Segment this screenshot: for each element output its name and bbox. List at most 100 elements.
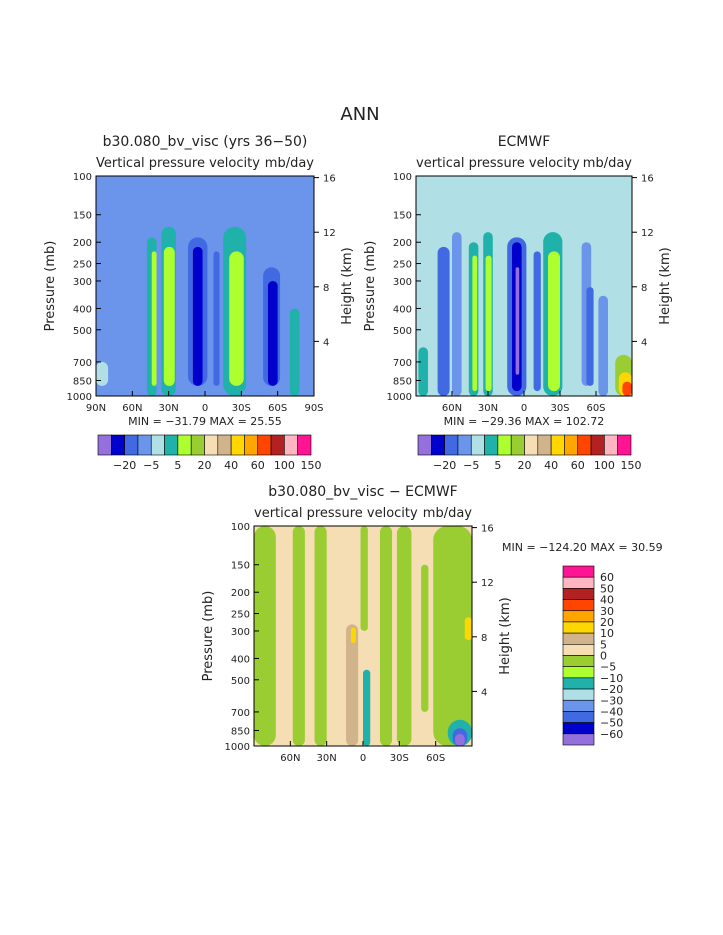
x-tick-label: 30S [232, 403, 251, 414]
colorbar-box [217, 434, 232, 456]
colorbar-box [562, 666, 595, 679]
colorbar-label: −50 [600, 717, 623, 730]
colorbar-box [484, 434, 499, 456]
right-tick-label: 8 [641, 283, 647, 294]
colorbar-box [97, 434, 112, 456]
y-tick-label: 1000 [67, 392, 92, 403]
colorbar-box [457, 434, 472, 456]
colorbar-box [470, 434, 485, 456]
colorbar-box [137, 434, 152, 456]
plot-area [96, 176, 314, 396]
colorbar-box [297, 434, 312, 456]
right-tick-label: 4 [481, 687, 487, 698]
colorbar-box [562, 733, 595, 746]
y-tick-label: 300 [393, 277, 412, 288]
colorbar-box [562, 655, 595, 667]
colorbar-box [562, 621, 595, 634]
x-tick-label: 0 [521, 403, 527, 414]
colorbar-box [244, 434, 259, 456]
contour-band [455, 733, 465, 746]
contour-band [363, 669, 371, 746]
contour-band [622, 381, 632, 396]
y-tick-label: 400 [73, 304, 92, 315]
colorbar-box [537, 434, 552, 456]
contour-band [485, 255, 492, 392]
colorbar-box [417, 434, 432, 456]
colorbar-box [550, 434, 565, 456]
y-tick-label: 500 [73, 326, 92, 337]
colorbar-label: 0 [600, 650, 607, 663]
contour-band [421, 564, 429, 712]
colorbar-box [284, 434, 298, 456]
y-tick-label: 1000 [225, 742, 250, 753]
colorbar-label: 150 [621, 459, 642, 472]
y-tick-label: 700 [393, 358, 412, 369]
min-max-stats: MIN = −31.79 MAX = 25.55 [128, 415, 282, 428]
right-tick-label: 8 [323, 283, 329, 294]
colorbar-label: −20 [433, 459, 456, 472]
panel-subtitle-left: Vertical pressure velocity [96, 156, 260, 171]
right-axis-label: Height (km) [340, 247, 355, 324]
right-tick-label: 8 [481, 633, 487, 644]
contour-band [452, 232, 462, 396]
y-axis-label: Pressure (mb) [363, 241, 378, 332]
y-tick-label: 100 [73, 172, 92, 183]
y-tick-label: 500 [231, 676, 250, 687]
colorbar-label: 100 [274, 459, 295, 472]
y-tick-label: 700 [73, 358, 92, 369]
colorbar: −20 −5 5 20 40 60 100 150 [417, 434, 642, 472]
colorbar-label: 50 [600, 582, 614, 595]
y-tick-label: 150 [393, 211, 412, 222]
x-tick-label: 30S [390, 753, 409, 764]
y-tick-label: 250 [231, 610, 250, 621]
colorbar-box [562, 565, 595, 578]
y-tick-label: 850 [231, 726, 250, 737]
contour-band [96, 361, 109, 386]
contour-band [396, 526, 412, 746]
y-tick-label: 150 [73, 211, 92, 222]
x-tick-label: 60N [442, 403, 462, 414]
contour-band [289, 308, 300, 396]
colorbar-label: 30 [600, 605, 614, 618]
x-tick-label: 0 [360, 753, 366, 764]
colorbar-label: −40 [600, 705, 623, 718]
colorbar-box [562, 722, 595, 735]
colorbar-label: −20 [600, 683, 623, 696]
contour-band [254, 526, 276, 746]
colorbar-box [230, 434, 245, 456]
plot-area [416, 176, 632, 396]
colorbar-box [111, 434, 125, 456]
y-tick-label: 1000 [387, 392, 412, 403]
colorbar-box [562, 677, 595, 690]
colorbar-box [590, 434, 605, 456]
colorbar-box [150, 434, 165, 456]
colorbar: −20 −5 5 20 40 60 100 150 [97, 434, 322, 472]
colorbar-label: 60 [600, 571, 614, 584]
contour-band [229, 251, 244, 386]
colorbar-label: −60 [600, 728, 623, 741]
colorbar-label: 40 [600, 594, 614, 607]
y-axis-label: Pressure (mb) [201, 591, 216, 682]
colorbar-label: 60 [571, 459, 585, 472]
x-tick-label: 90S [304, 403, 323, 414]
colorbar-box [270, 434, 285, 456]
colorbar-box [431, 434, 445, 456]
colorbar-box [604, 434, 618, 456]
y-tick-label: 500 [393, 326, 412, 337]
colorbar-label: 60 [251, 459, 265, 472]
y-tick-label: 200 [73, 238, 92, 249]
contour-band [314, 526, 327, 746]
colorbar-box [562, 688, 595, 701]
colorbar-label: −30 [600, 694, 623, 707]
colorbar-box [562, 588, 595, 600]
contour-band [418, 347, 428, 396]
colorbar-label: −5 [463, 459, 479, 472]
panel-3: b30.080_bv_visc − ECMWF vertical pressure… [201, 484, 663, 764]
contour-band [267, 280, 278, 386]
right-axis-label: Height (km) [658, 247, 673, 324]
colorbar-label: 5 [494, 459, 501, 472]
y-tick-label: 400 [393, 304, 412, 315]
panel-title: b30.080_bv_visc (yrs 36−50) [103, 134, 308, 150]
y-tick-label: 300 [231, 627, 250, 638]
